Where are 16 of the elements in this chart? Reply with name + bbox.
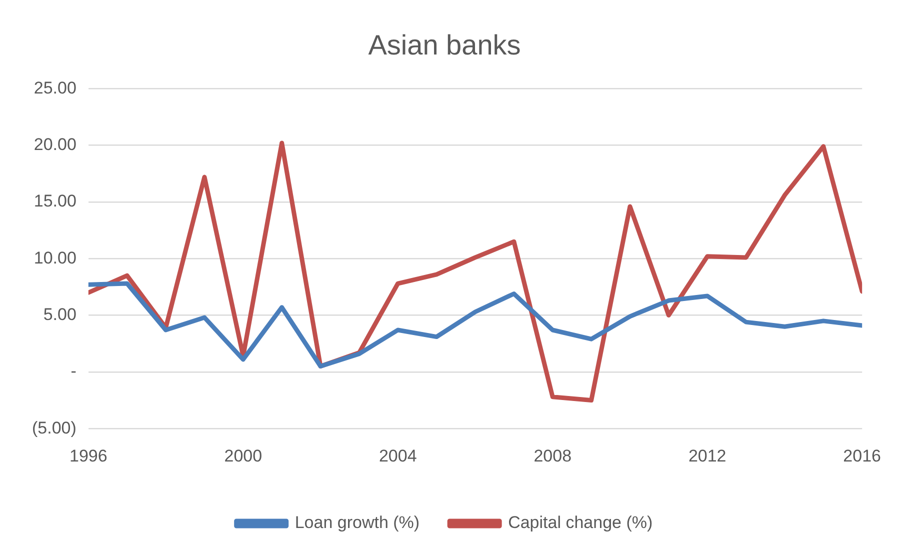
- y-tick-label: 25.00: [34, 78, 76, 98]
- chart-title: Asian banks: [368, 30, 521, 61]
- x-tick-label: 2004: [378, 446, 417, 466]
- x-tick-label: 2016: [843, 446, 882, 466]
- y-tick-label: 20.00: [34, 134, 76, 154]
- y-tick-label: 10.00: [34, 248, 76, 268]
- legend-label: Loan growth (%): [294, 513, 420, 532]
- x-tick-label: 2008: [534, 446, 572, 466]
- legend-label: Capital change (%): [508, 513, 653, 532]
- x-tick-label: 2000: [224, 446, 262, 466]
- x-tick-label: 1996: [69, 446, 108, 466]
- y-tick-label: (5.00): [32, 418, 76, 438]
- y-tick-label: 5.00: [43, 304, 76, 324]
- x-tick-label: 2012: [688, 446, 726, 466]
- y-tick-label: -: [70, 362, 76, 381]
- y-tick-label: 15.00: [34, 192, 76, 211]
